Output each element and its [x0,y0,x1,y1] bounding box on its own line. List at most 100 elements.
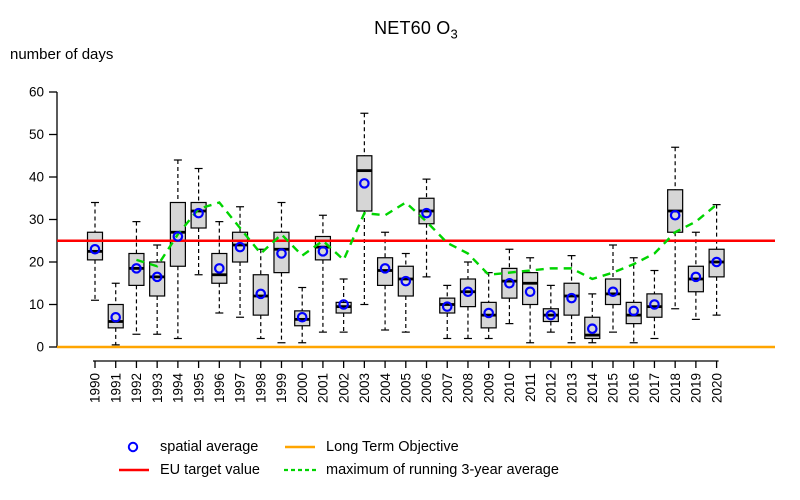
spatial-average-point-2017 [649,299,660,310]
boxplot-1994 [169,159,186,340]
spatial-average-point-1992 [131,263,142,274]
boxplot-2008 [459,261,477,340]
spatial-average-point-1995 [193,207,204,219]
spatial-average-point-2009 [483,307,494,319]
x-year-label-2012: 2012 [544,373,559,403]
boxplot-2004 [376,231,394,331]
chart-title-main: NET60 O [374,18,451,38]
x-year-label-2003: 2003 [357,373,372,403]
spatial-average-point-1997 [234,241,246,253]
running-average-symbol-icon [284,468,316,472]
x-year-label-2015: 2015 [606,373,621,403]
boxplot-2003 [356,112,373,306]
iqr-box [604,278,622,306]
spatial-average-point-2015 [607,286,619,298]
long-term-objective-symbol-icon [285,445,315,449]
x-year-label-2007: 2007 [440,373,455,403]
x-year-label-2008: 2008 [461,373,476,403]
spatial-average-point-2001 [317,246,329,257]
spatial-average-point-2007 [441,301,453,312]
spatial-average-point-2010 [504,277,515,289]
x-year-label-2013: 2013 [564,373,579,403]
legend-item-running-average: maximum of running 3-year average [282,462,559,478]
chart-title: NET60 O3 [16,18,800,42]
boxplot-2000 [294,286,311,344]
spatial-average-point-1998 [255,288,267,300]
x-year-label-2019: 2019 [689,373,704,403]
boxplot-2017 [646,269,663,340]
x-year-label-2006: 2006 [419,373,434,403]
x-year-label-1990: 1990 [88,373,103,403]
spatial-average-point-1994 [172,231,184,242]
spatial-average-point-2002 [338,299,349,310]
y-tick-label-0: 0 [36,340,44,355]
boxplot-1992 [128,221,145,335]
y-axis-label: number of days [10,46,114,63]
boxplot-2010 [501,248,518,325]
iqr-box [563,282,580,316]
spatial-average-point-2020 [711,256,722,268]
iqr-box [584,316,601,340]
boxplot-1996 [211,221,228,314]
x-year-label-1991: 1991 [108,373,123,403]
spatial-average-point-1996 [214,263,225,274]
boxplot-2014 [584,293,601,344]
boxplot-1998 [252,248,269,340]
spatial-average-point-2003 [359,178,370,189]
x-year-label-2018: 2018 [668,373,683,403]
spatial-average-symbol-icon [127,441,139,453]
chart-title-subscript: 3 [450,26,458,42]
x-year-label-1996: 1996 [212,373,227,403]
boxplot-2016 [625,257,642,344]
boxplot-2015 [604,244,622,333]
spatial-average-point-2012 [545,309,557,321]
y-tick-label-50: 50 [29,127,44,142]
spatial-average-point-2011 [524,286,536,298]
y-tick-label-40: 40 [29,170,44,185]
spatial-average-point-1999 [276,248,287,259]
legend-label: maximum of running 3-year average [326,462,559,478]
boxplot-2013 [563,255,580,344]
spatial-average-point-1991 [110,311,122,323]
x-year-label-2014: 2014 [585,373,600,404]
x-year-label-2001: 2001 [316,373,331,403]
boxplot-2020 [708,204,725,316]
y-tick-label-60: 60 [29,85,44,100]
boxplot-2018 [667,146,684,310]
spatial-average-point-2000 [296,311,308,323]
x-year-label-2017: 2017 [647,373,662,403]
spatial-average-point-2006 [421,207,432,219]
spatial-average-point-2004 [379,263,391,274]
x-year-label-1998: 1998 [253,373,268,403]
iqr-box [397,265,414,297]
boxplot-1990 [86,201,104,301]
x-year-label-2005: 2005 [399,373,414,403]
boxplot-2001 [314,214,332,333]
x-year-label-1994: 1994 [171,373,186,404]
boxplot-2012 [542,284,559,333]
x-year-label-2002: 2002 [336,373,351,403]
spatial-average-point-1990 [89,243,101,255]
legend-label: spatial average [160,439,259,455]
boxplot-2002 [335,278,352,333]
x-year-label-1995: 1995 [191,373,206,403]
eu-target-symbol-icon [119,468,149,472]
y-tick-label-10: 10 [29,297,44,312]
spatial-average-point-2016 [628,305,640,317]
x-year-label-1997: 1997 [233,373,248,403]
x-year-label-2000: 2000 [295,373,310,403]
legend-item-long-term-objective: Long Term Objective [282,439,459,455]
spatial-average-point-1993 [151,271,163,283]
iqr-box [501,267,518,299]
x-year-label-2020: 2020 [709,373,724,403]
running-average-line [136,201,718,281]
x-year-label-1992: 1992 [129,373,144,403]
iqr-box [190,201,207,229]
x-year-label-2009: 2009 [481,373,496,403]
legend-item-eu-target: EU target value [116,462,260,478]
legend-label: Long Term Objective [326,439,459,455]
y-tick-label-20: 20 [29,255,44,270]
spatial-average-point-2019 [690,271,702,283]
